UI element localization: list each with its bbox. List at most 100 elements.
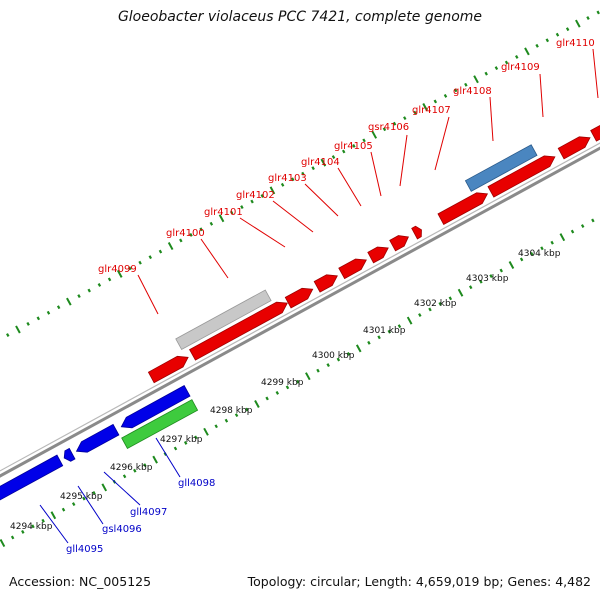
outer-tick-track [341, 149, 346, 154]
forward-gene-label: glr4103 [268, 173, 307, 184]
inner-tick-track [519, 257, 524, 262]
inner-tick-track [21, 529, 25, 534]
outer-tick-track [494, 66, 499, 71]
outer-tick-track [504, 60, 509, 65]
scale-label: 4295 kbp [60, 492, 103, 502]
outer-tick-track [158, 249, 163, 254]
outer-tick-track [250, 199, 254, 204]
inner-tick-track [550, 240, 554, 245]
forward-gene-label: glr4101 [204, 207, 243, 218]
outer-tick-track [26, 321, 30, 326]
outer-tick-track [189, 232, 193, 237]
inner-tick-track [530, 251, 534, 256]
forward-gene-leader [370, 151, 382, 197]
accession-text: Accession: NC_005125 [9, 574, 152, 589]
scale-label: 4302 kbp [414, 299, 457, 309]
outer-tick-track [433, 99, 438, 104]
outer-tick-track [77, 294, 81, 299]
outer-tick-track [229, 210, 234, 215]
inner-tick-track [254, 400, 260, 408]
inner-tick-track [499, 268, 503, 273]
outer-tick-track [107, 277, 112, 282]
outer-tick-track [311, 166, 315, 171]
inner-tick-track [133, 468, 137, 473]
inner-tick-track [285, 385, 290, 390]
backbone-line [0, 142, 600, 472]
inner-tick-track [10, 535, 15, 540]
forward-gene-label: gsr4106 [368, 122, 409, 133]
outer-tick-track [535, 43, 539, 48]
outer-tick-track [464, 82, 468, 87]
forward-gene-label: glr4108 [453, 86, 492, 97]
inner-tick-track [438, 301, 442, 306]
forward-gene-arrow [147, 355, 189, 384]
inner-tick-track [580, 224, 585, 228]
forward-gene-label: glr4099 [98, 264, 137, 275]
scale-label: 4297 kbp [160, 435, 203, 445]
outer-tick-track [422, 103, 428, 111]
forward-gene-leader [489, 96, 494, 142]
outer-tick-track [116, 269, 123, 278]
scale-label: 4298 kbp [210, 406, 253, 416]
inner-tick-track [559, 233, 566, 242]
inner-tick-track [152, 455, 158, 464]
inner-tick-track [50, 511, 57, 520]
reverse-gene-label: gll4095 [66, 544, 103, 555]
reverse-gene-leader [155, 437, 181, 478]
outer-tick-track [453, 88, 458, 93]
outer-tick-track [565, 27, 570, 32]
outer-tick-track [56, 305, 61, 310]
blue-gene-box [464, 144, 538, 192]
outer-tick-track [87, 288, 91, 293]
inner-tick-track [355, 344, 362, 353]
forward-gene-label: glr4109 [501, 62, 540, 73]
inner-tick-track [406, 316, 413, 325]
outer-tick-track [209, 221, 214, 226]
scale-label: 4300 kbp [312, 351, 355, 361]
forward-gene-arrow [189, 301, 288, 361]
inner-tick-track [591, 218, 595, 223]
inner-tick-track [387, 329, 392, 334]
forward-gene-arrow [487, 155, 556, 198]
forward-gene-arrow [411, 225, 422, 240]
inner-tick-track [479, 279, 483, 284]
forward-gene-leader [539, 73, 544, 118]
inner-tick-track [101, 483, 108, 492]
forward-gene-label: glr4102 [236, 190, 275, 201]
scale-label: 4304 kbp [518, 249, 561, 259]
scale-label: 4296 kbp [110, 463, 153, 473]
outer-tick-track [545, 38, 550, 43]
outer-tick-track [524, 47, 530, 56]
reverse-gene-leader [103, 471, 141, 506]
forward-gene-label: glr4104 [301, 157, 340, 168]
outer-tick-track [148, 255, 153, 260]
forward-gene-arrow [367, 246, 389, 264]
inner-tick-track [82, 496, 86, 501]
reverse-gene-arrow [0, 454, 64, 501]
inner-tick-track [428, 307, 432, 312]
forward-gene-arrow [590, 124, 600, 142]
outer-tick-track [167, 242, 174, 251]
outer-tick-track [199, 227, 203, 232]
outer-tick-track [36, 316, 41, 321]
forward-gene-arrow [313, 274, 338, 293]
inner-tick-track [367, 340, 371, 345]
outer-tick-track [392, 121, 397, 126]
inner-tick-track [418, 313, 422, 317]
inner-tick-track [183, 441, 188, 445]
outer-tick-track [331, 155, 336, 159]
inner-tick-track [61, 507, 66, 512]
forward-gene-leader [272, 200, 314, 233]
inner-tick-track [214, 424, 218, 429]
inner-tick-track [265, 396, 269, 401]
outer-tick-track [596, 10, 600, 15]
inner-tick-track [41, 518, 45, 523]
forward-gene-arrow [437, 192, 489, 226]
outer-tick-track [443, 93, 448, 98]
inner-tick-track [234, 413, 239, 418]
inner-tick-track [457, 288, 464, 297]
outer-tick-track [218, 214, 225, 223]
outer-tick-track [382, 127, 387, 132]
backbone-line [0, 146, 600, 478]
